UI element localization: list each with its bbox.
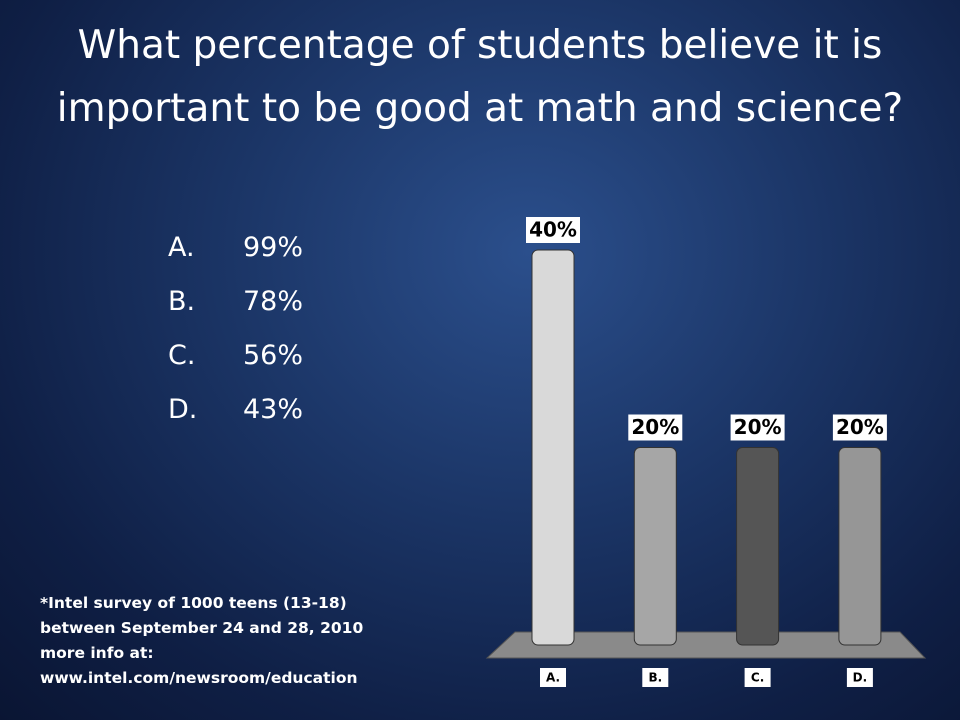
value-label-bg — [526, 217, 580, 243]
x-tick-label: B. — [648, 671, 662, 685]
slide-title: What percentage of students believe it i… — [56, 23, 904, 131]
footnote-line: between September 24 and 28, 2010 — [40, 619, 364, 637]
value-label-bg — [832, 414, 887, 441]
option-answer: 99% — [243, 232, 304, 263]
value-label: 40% — [529, 218, 577, 242]
option-answer: 78% — [243, 286, 304, 317]
category-label-bg — [642, 668, 669, 687]
option-answer: 43% — [243, 394, 304, 425]
option-answer: 56% — [243, 340, 304, 371]
footnote-line: *Intel survey of 1000 teens (13-18) — [40, 594, 347, 612]
option-letter: B. — [168, 286, 196, 317]
value-label: 20% — [734, 415, 782, 439]
category-label-bg — [846, 668, 873, 687]
value-label: 20% — [836, 415, 884, 439]
bar — [838, 447, 882, 646]
category-label-bg — [744, 668, 771, 687]
x-tick-label: A. — [546, 671, 560, 685]
value-label-bg — [628, 414, 683, 441]
bar — [736, 447, 780, 646]
option-letter: A. — [168, 232, 195, 263]
footnote-line: www.intel.com/newsroom/education — [40, 669, 358, 687]
option-letter: D. — [168, 394, 198, 425]
footnote-line: more info at: — [40, 644, 154, 662]
category-label-bg — [540, 668, 566, 687]
x-tick-label: C. — [751, 671, 764, 685]
value-label-bg — [730, 414, 785, 441]
option-letter: C. — [168, 340, 196, 371]
bar — [633, 447, 677, 646]
x-tick-label: D. — [853, 671, 868, 685]
bar — [531, 249, 575, 646]
value-label: 20% — [631, 415, 679, 439]
